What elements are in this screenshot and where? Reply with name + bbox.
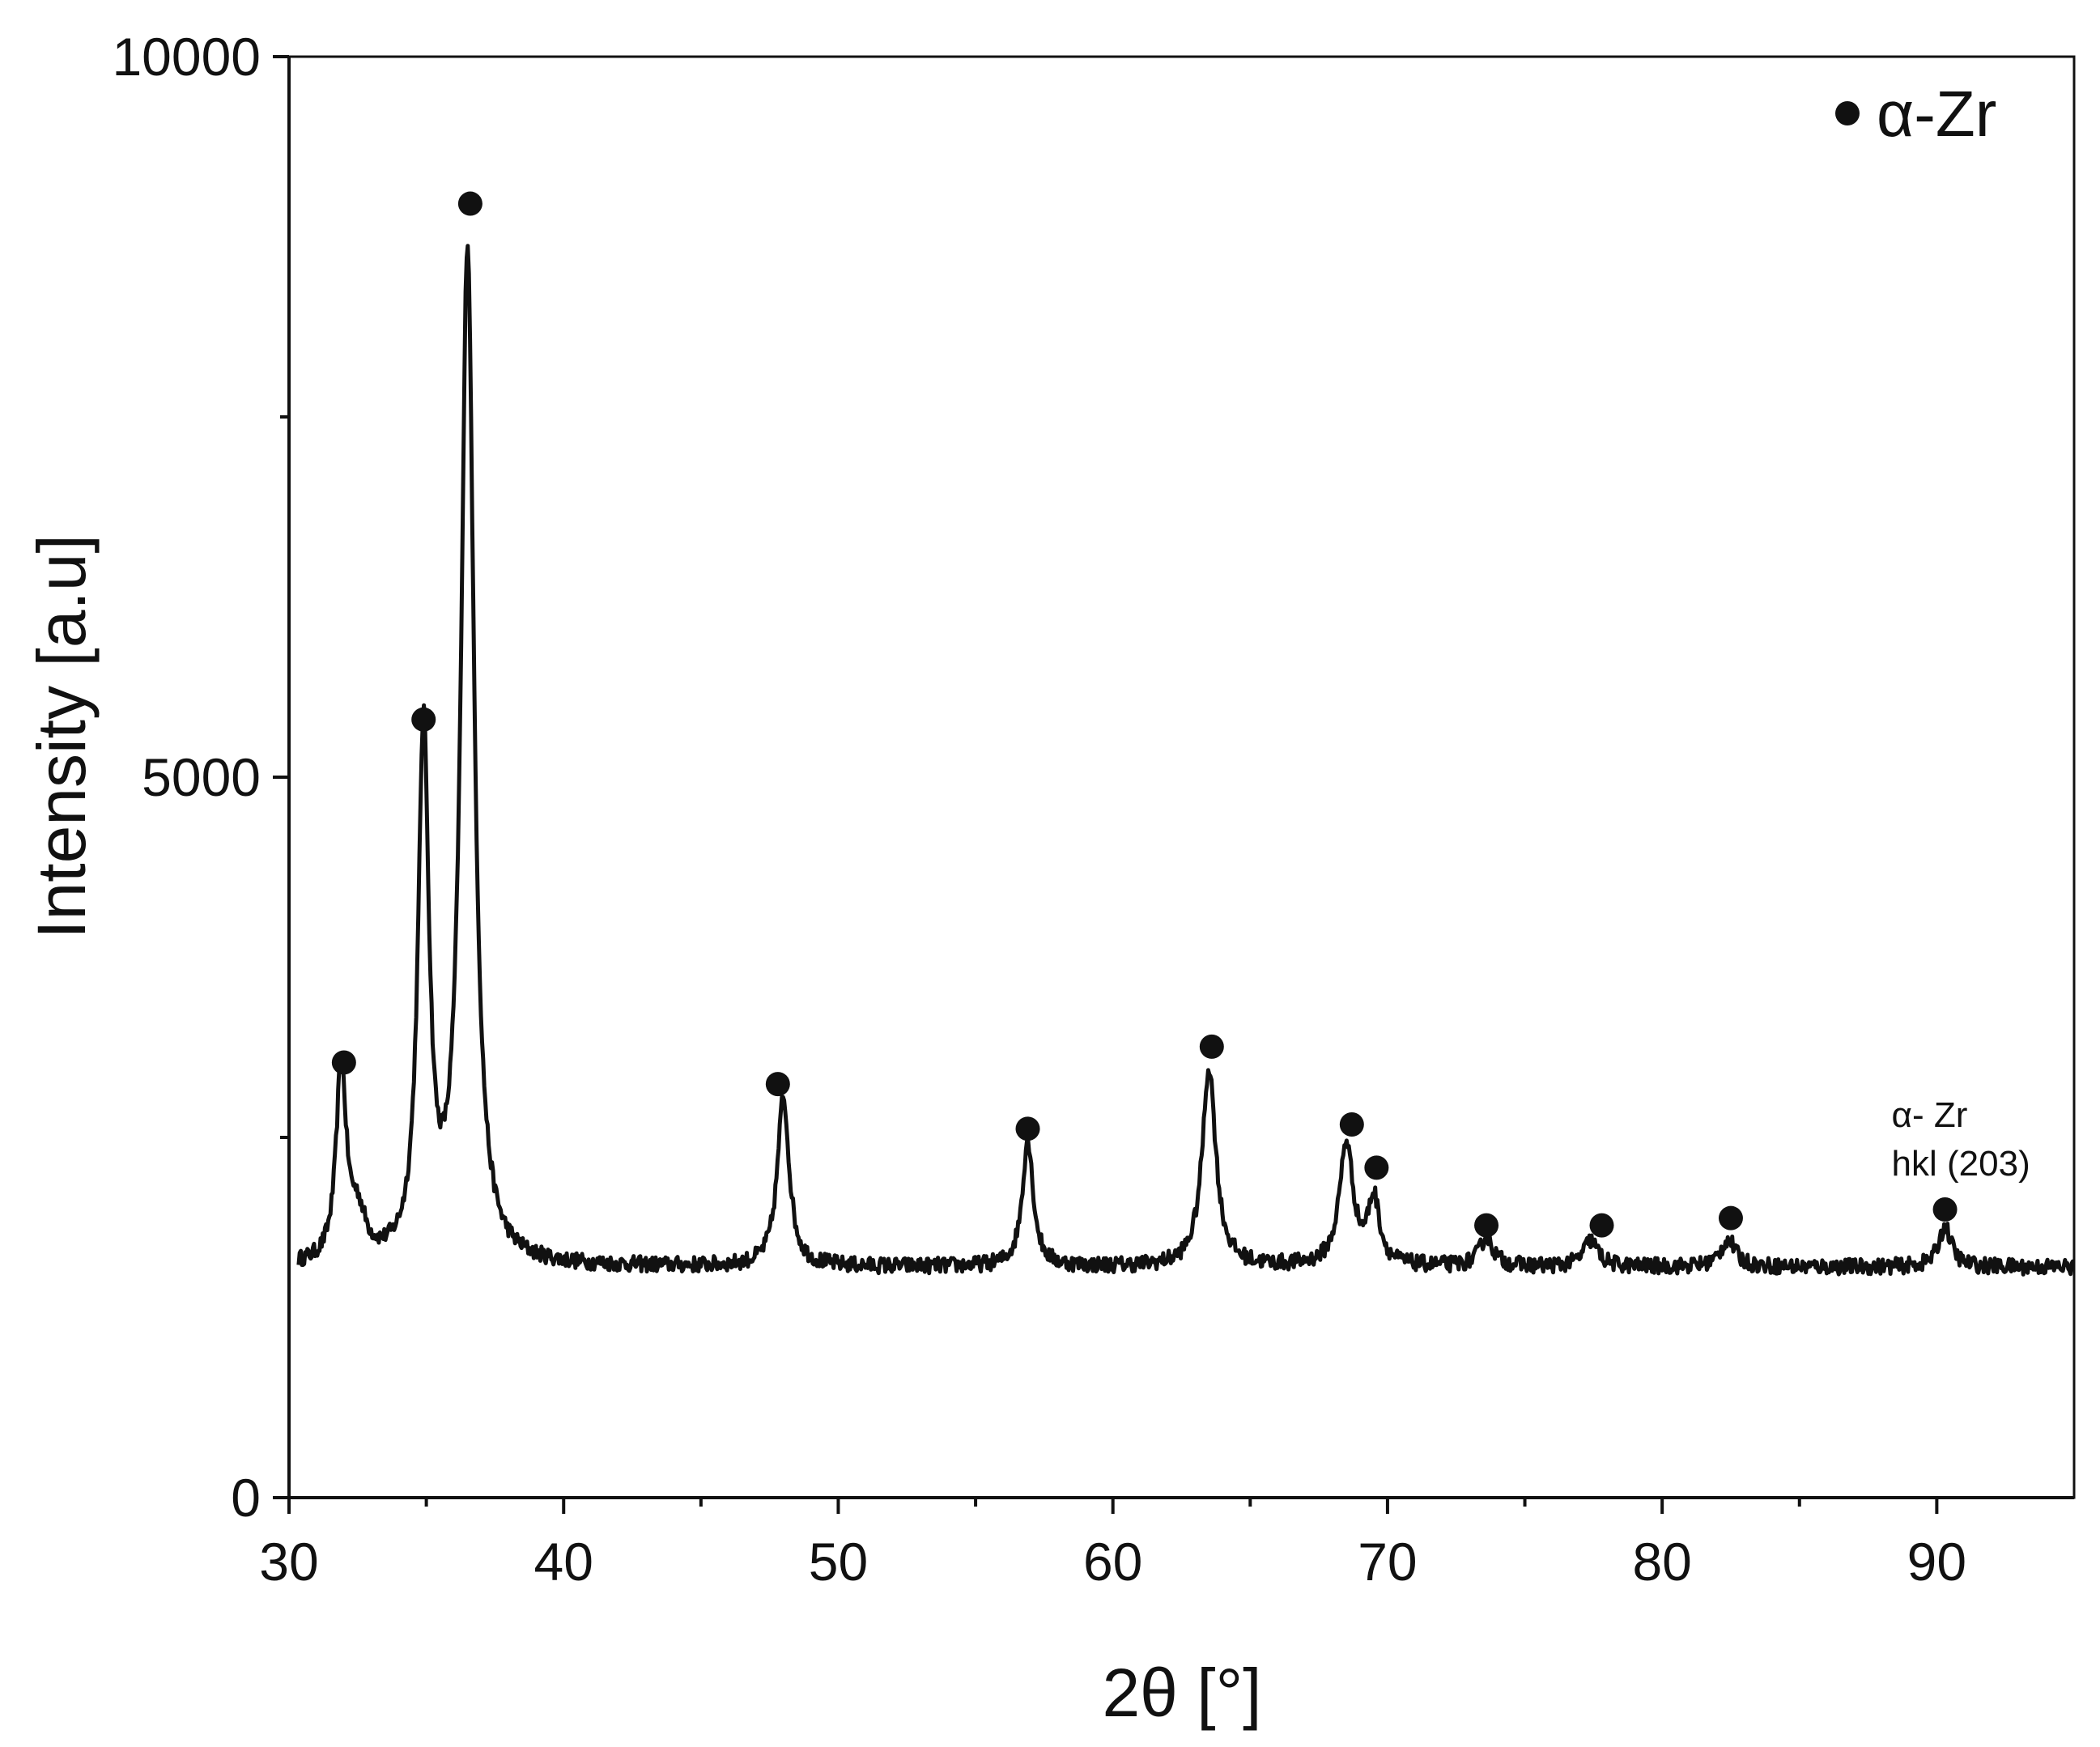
alpha-zr-peak-marker bbox=[1015, 1116, 1040, 1141]
xrd-pattern-line bbox=[296, 244, 2075, 1277]
plot-area bbox=[287, 55, 2076, 1499]
x-tick-label: 80 bbox=[1632, 1532, 1691, 1592]
x-tick-label: 70 bbox=[1358, 1532, 1417, 1592]
peak-markers bbox=[331, 191, 1958, 1238]
alpha-zr-peak-marker bbox=[765, 1072, 790, 1097]
alpha-zr-peak-marker bbox=[1339, 1112, 1364, 1137]
x-tick-label: 40 bbox=[534, 1532, 593, 1592]
y-axis-label: Intensity [a.u] bbox=[23, 534, 100, 939]
alpha-zr-peak-marker bbox=[1199, 1034, 1224, 1059]
alpha-zr-peak-marker bbox=[457, 191, 482, 216]
legend-label: α-Zr bbox=[1877, 78, 1996, 150]
legend: α-Zr bbox=[1835, 78, 1996, 150]
x-tick-label: 50 bbox=[809, 1532, 868, 1592]
x-axis: 30 40 50 60 70 80 90 bbox=[259, 1496, 2074, 1592]
alpha-zr-peak-marker bbox=[1932, 1197, 1958, 1222]
alpha-zr-peak-marker bbox=[1718, 1205, 1743, 1231]
hkl-annotation: α- Zr hkl (203) bbox=[1892, 1095, 2030, 1184]
alpha-zr-peak-marker bbox=[411, 707, 436, 732]
alpha-zr-peak-marker bbox=[1474, 1213, 1499, 1238]
y-tick-label: 0 bbox=[231, 1468, 261, 1528]
x-tick-label: 60 bbox=[1083, 1532, 1142, 1592]
y-axis: 0 5000 10000 bbox=[112, 27, 291, 1528]
x-tick-label: 90 bbox=[1907, 1532, 1966, 1592]
xrd-trace bbox=[296, 244, 2075, 1277]
x-tick-label: 30 bbox=[259, 1532, 318, 1592]
alpha-zr-peak-marker bbox=[1364, 1155, 1389, 1180]
legend-marker bbox=[1835, 101, 1860, 125]
annotation-phase: α- Zr bbox=[1892, 1095, 1968, 1135]
annotation-hkl: hkl (203) bbox=[1892, 1144, 2030, 1184]
y-tick-label: 10000 bbox=[112, 27, 261, 87]
plot-border bbox=[287, 55, 2076, 1499]
x-axis-label: 2θ [°] bbox=[1102, 1655, 1261, 1731]
alpha-zr-peak-marker bbox=[331, 1050, 356, 1075]
y-tick-label: 5000 bbox=[142, 747, 261, 807]
alpha-zr-peak-marker bbox=[1589, 1213, 1614, 1238]
